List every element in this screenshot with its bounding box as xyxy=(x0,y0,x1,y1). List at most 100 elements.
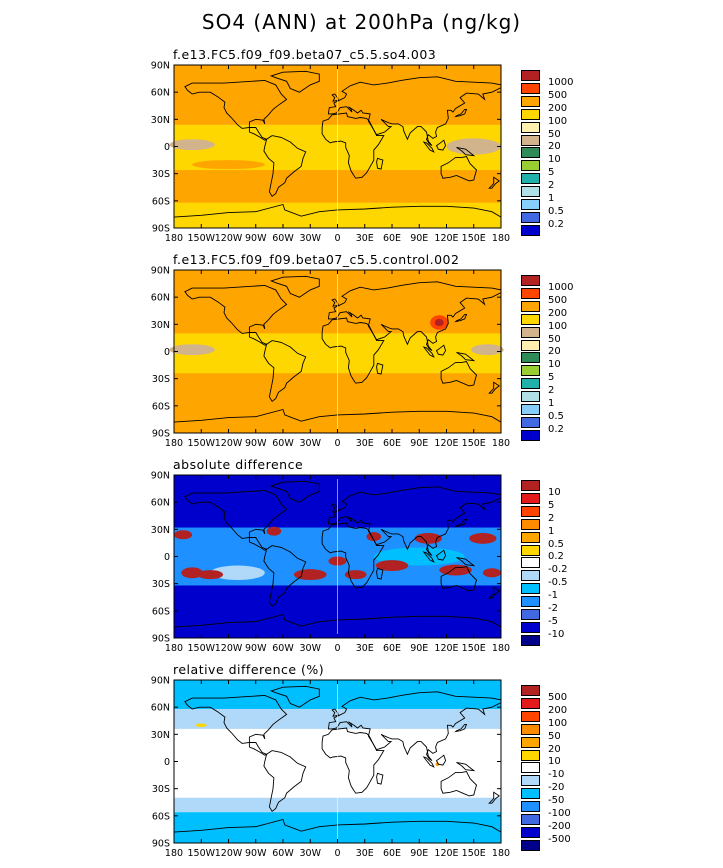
y-tick-label: 30S xyxy=(152,784,170,795)
legend-swatch xyxy=(521,788,540,800)
south-america-outline xyxy=(263,545,307,607)
madagascar-outline xyxy=(376,362,384,375)
legend-swatch xyxy=(521,429,540,441)
x-tick-label: 60E xyxy=(383,848,401,859)
legend-label: 50 xyxy=(548,730,561,742)
y-tick-label: 30N xyxy=(151,115,170,126)
y-tick-label: 60N xyxy=(151,703,170,714)
x-tick-label: 0 xyxy=(334,848,340,859)
map-plot: 180 150W 120W 90W 60W 30W 0 30E 60E 90E 120E 150E 18… xyxy=(151,266,510,450)
x-tick-label: 90W xyxy=(245,643,267,654)
x-tick-label: 180 xyxy=(165,438,183,449)
sumatra-outline xyxy=(422,551,435,563)
legend-swatch xyxy=(521,762,540,774)
legend-label: 500 xyxy=(548,691,568,703)
x-tick-label: 30W xyxy=(300,438,322,449)
field-positive-patch xyxy=(174,530,193,540)
legend-swatch xyxy=(521,275,540,286)
y-tick-label: 30S xyxy=(152,579,170,590)
legend-label: 2 xyxy=(548,512,555,524)
legend-label: 50 xyxy=(548,128,561,140)
uk-outline xyxy=(331,503,339,512)
y-tick-label: 90N xyxy=(151,61,170,72)
x-tick-label: 30W xyxy=(300,643,322,654)
legend-label: -50 xyxy=(548,795,565,807)
legend-swatch xyxy=(521,775,540,787)
x-tick-label: 60W xyxy=(272,643,294,654)
legend-swatch xyxy=(521,826,540,838)
y-tick-label: 90S xyxy=(152,429,170,440)
x-tick-label: 180 xyxy=(492,848,510,859)
y-tick-label: 0 xyxy=(164,347,170,358)
legend-label: 2 xyxy=(548,180,555,192)
legend-label: 0.2 xyxy=(548,423,564,435)
japan-outline xyxy=(454,518,468,528)
north-america-outline xyxy=(184,79,288,129)
eurasia-outline xyxy=(327,281,502,351)
legend-swatch xyxy=(521,313,540,325)
y-tick-label: 60N xyxy=(151,88,170,99)
legend-label: 0.5 xyxy=(548,410,564,422)
sumatra-outline xyxy=(422,346,435,358)
legend-swatch xyxy=(521,134,540,146)
central-america-outline xyxy=(248,537,268,551)
legend-label: 0.2 xyxy=(548,551,564,563)
field-positive-patch xyxy=(414,532,442,544)
legend-label: 20 xyxy=(548,141,561,153)
borneo-outline xyxy=(435,344,447,356)
legend-label: -100 xyxy=(548,808,571,819)
legend-swatch xyxy=(521,544,540,556)
legend-label: 0.5 xyxy=(548,205,564,217)
x-tick-label: 150E xyxy=(462,643,486,654)
map-plot: 180 150W 120W 90W 60W 30W 0 30E 60E 90E 120E 150E 18… xyxy=(151,676,510,860)
legend-label: -1 xyxy=(548,590,558,602)
y-tick-label: 60S xyxy=(152,401,170,412)
legend-label: 0.5 xyxy=(548,538,564,550)
y-tick-label: 60S xyxy=(152,196,170,207)
legend-label: 10 xyxy=(548,359,561,371)
legend-swatch xyxy=(521,801,540,813)
y-tick-label: 0 xyxy=(164,757,170,768)
legend-swatch xyxy=(521,365,540,377)
legend-swatch xyxy=(521,224,540,236)
x-tick-label: 120W xyxy=(215,848,243,859)
x-tick-label: 120E xyxy=(434,848,458,859)
y-tick-label: 0 xyxy=(164,142,170,153)
legend-swatch xyxy=(521,736,540,748)
legend-label: 5 xyxy=(548,372,555,384)
legend-swatch xyxy=(521,570,540,582)
legend-swatch xyxy=(521,199,540,210)
legend-swatch xyxy=(521,609,540,620)
legend-label: 20 xyxy=(548,346,561,358)
legend-label: -2 xyxy=(548,603,558,614)
legend-swatch xyxy=(521,108,540,120)
coastlines xyxy=(173,680,502,843)
y-tick-label: 30N xyxy=(151,525,170,536)
north-america-outline xyxy=(184,694,288,744)
eurasia-outline xyxy=(327,691,502,761)
y-tick-label: 60N xyxy=(151,498,170,509)
x-tick-label: 60E xyxy=(383,233,401,244)
africa-outline xyxy=(321,112,385,179)
y-tick-label: 0 xyxy=(164,552,170,563)
x-tick-label: 180 xyxy=(165,643,183,654)
x-tick-label: 150E xyxy=(462,848,486,859)
australia-outline xyxy=(440,565,478,592)
legend-label: 10 xyxy=(548,756,561,768)
legend-label: 1 xyxy=(548,525,555,537)
coastlines xyxy=(173,65,502,228)
field-positive-patch xyxy=(469,532,497,544)
legend-label: 1 xyxy=(548,398,555,409)
legend-swatch xyxy=(521,749,540,761)
panel-title: relative difference (%) xyxy=(173,662,325,677)
legend-swatch xyxy=(521,186,540,198)
y-tick-label: 90S xyxy=(152,224,170,235)
sumatra-outline xyxy=(422,756,435,768)
borneo-outline xyxy=(435,139,447,151)
madagascar-outline xyxy=(376,157,384,170)
panel-title: absolute difference xyxy=(173,457,304,472)
legend-swatch xyxy=(521,82,540,94)
x-tick-label: 90W xyxy=(245,233,267,244)
field-small-positive xyxy=(195,723,207,728)
field-positive-patch xyxy=(344,570,367,580)
